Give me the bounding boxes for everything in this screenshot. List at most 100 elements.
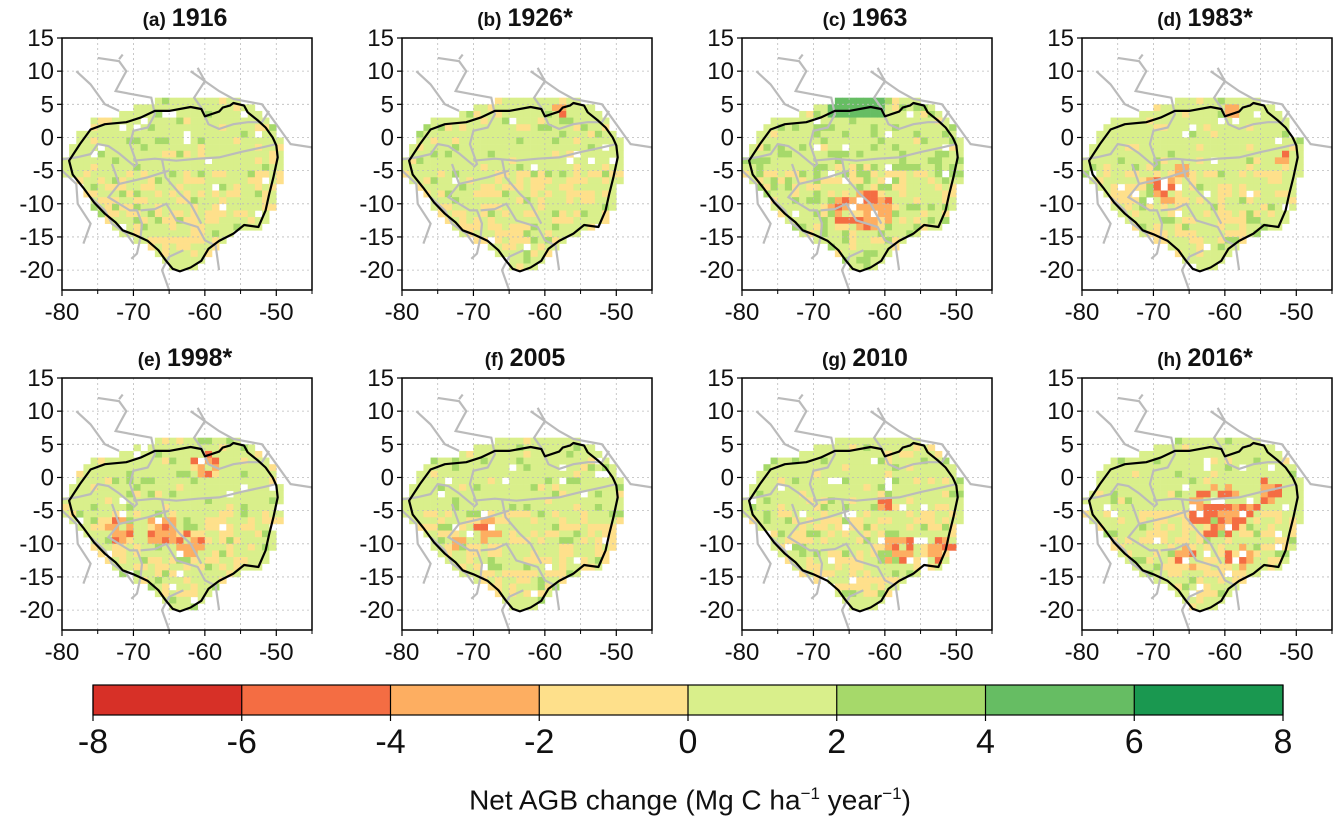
grid-cell — [233, 97, 241, 105]
grid-cell — [90, 470, 99, 478]
x-tick-label: -50 — [259, 299, 294, 326]
grid-cell — [104, 504, 113, 511]
grid-cell — [76, 484, 84, 492]
grid-cell — [1132, 543, 1140, 551]
grid-cell — [233, 170, 241, 178]
grid-cell — [1117, 170, 1126, 178]
grid-cell — [197, 450, 206, 458]
y-tick-label: 10 — [367, 58, 394, 85]
grid-cell — [240, 117, 249, 125]
y-tick-label: 5 — [381, 91, 394, 118]
grid-cell — [1274, 504, 1283, 511]
grid-cell — [544, 124, 553, 132]
grid-cell — [162, 490, 170, 498]
grid-cell — [183, 150, 191, 158]
grid-cell — [1210, 263, 1219, 271]
grid-cell — [913, 137, 921, 145]
grid-cell — [602, 557, 610, 564]
grid-cell — [877, 477, 886, 485]
border-line — [446, 163, 484, 260]
grid-cell — [502, 164, 510, 171]
grid-cell — [1210, 137, 1219, 145]
colorbar-label-prefix: Net AGB change (Mg C ha — [469, 784, 801, 816]
grid-cell — [609, 504, 617, 511]
grid-cell — [233, 130, 241, 138]
grid-cell — [523, 236, 531, 244]
grid-cell — [162, 464, 170, 472]
grid-cell — [226, 217, 234, 224]
grid-cell — [416, 164, 424, 171]
grid-cell — [473, 570, 481, 578]
grid-cell — [573, 183, 581, 191]
grid-cell — [544, 557, 553, 564]
grid-cell — [197, 557, 206, 564]
grid-cell — [884, 230, 893, 238]
grid-cell — [899, 190, 907, 198]
grid-cell — [1210, 457, 1219, 465]
grid-cell — [594, 504, 603, 511]
grid-cell — [494, 576, 503, 584]
grid-cell — [444, 510, 453, 518]
grid-cell — [892, 230, 900, 238]
grid-cell — [1282, 177, 1290, 185]
border-line — [777, 56, 837, 169]
grid-cell — [183, 576, 191, 584]
grid-cell — [1117, 137, 1126, 145]
grid-cell — [856, 444, 864, 452]
grid-cell — [487, 164, 496, 171]
grid-cell — [849, 557, 857, 564]
grid-cell — [169, 236, 177, 244]
grid-cell — [1260, 150, 1269, 158]
grid-cell — [233, 570, 241, 578]
grid-cell — [884, 510, 893, 518]
grid-cell — [1289, 510, 1297, 518]
grid-cell — [544, 477, 553, 485]
grid-cell — [154, 97, 163, 105]
grid-cell — [1274, 150, 1283, 158]
grid-cell — [183, 523, 191, 531]
grid-cell — [594, 530, 603, 538]
colorbar-tick-label: -2 — [524, 723, 554, 761]
grid-cell — [262, 217, 270, 224]
grid-cell — [813, 203, 821, 211]
border-line — [1153, 143, 1297, 162]
grid-cell — [523, 517, 531, 525]
grid-cell — [1224, 230, 1233, 238]
grid-cell — [1124, 557, 1133, 564]
grid-cell — [494, 104, 503, 112]
grid-cell — [423, 510, 431, 518]
grid-cell — [1124, 164, 1133, 171]
grid-cell — [523, 190, 531, 198]
grid-cell — [530, 263, 539, 271]
grid-cell — [219, 117, 227, 125]
grid-cell — [1110, 490, 1119, 498]
grid-cell — [1096, 164, 1104, 171]
grid-cell — [1153, 150, 1161, 158]
grid-cell — [1239, 523, 1247, 531]
grid-cell — [494, 157, 503, 165]
grid-cell — [262, 523, 270, 531]
grid-cell — [509, 150, 517, 158]
grid-cell — [566, 97, 574, 105]
grid-cell — [226, 104, 234, 112]
grid-cell — [1282, 517, 1290, 525]
grid-cell — [119, 470, 127, 478]
grid-cell — [949, 197, 957, 205]
grid-cell — [509, 510, 517, 518]
grid-cell — [402, 504, 410, 511]
x-tick-label: -50 — [259, 639, 294, 666]
grid-cell — [516, 236, 524, 244]
grid-cell — [1289, 464, 1297, 472]
grid-cell — [856, 596, 864, 604]
grid-cell — [494, 570, 503, 578]
grid-cell — [544, 523, 553, 531]
grid-cell — [212, 223, 220, 231]
grid-cell — [530, 583, 539, 591]
grid-cell — [459, 510, 467, 518]
grid-cell — [140, 470, 149, 478]
grid-cell — [147, 217, 156, 224]
grid-cell — [834, 450, 843, 458]
grid-cell — [544, 150, 553, 158]
panel-letter: (f) — [484, 350, 504, 371]
grid-cell — [502, 543, 510, 551]
